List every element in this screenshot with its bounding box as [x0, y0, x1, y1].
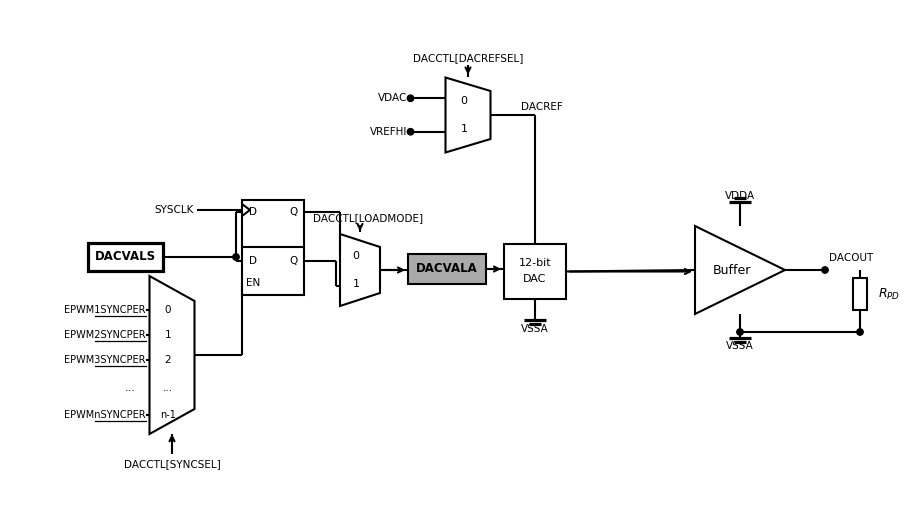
Text: $R_{PD}$: $R_{PD}$ — [878, 286, 900, 302]
Text: VSSA: VSSA — [726, 341, 754, 351]
Bar — [853, 278, 867, 310]
Text: VDAC: VDAC — [378, 93, 407, 103]
Text: 2: 2 — [165, 355, 171, 365]
Text: VSSA: VSSA — [521, 324, 549, 334]
Text: EPWM1SYNCPER: EPWM1SYNCPER — [64, 305, 145, 315]
Text: DACCTL[SYNCSEL]: DACCTL[SYNCSEL] — [124, 459, 220, 469]
Circle shape — [857, 329, 864, 335]
Circle shape — [407, 129, 414, 135]
Text: Q: Q — [289, 256, 297, 266]
Text: DACCTL[LOADMODE]: DACCTL[LOADMODE] — [313, 213, 423, 223]
Polygon shape — [695, 226, 785, 314]
Bar — [504, 244, 566, 299]
Text: 0: 0 — [165, 305, 171, 315]
Text: Buffer: Buffer — [713, 264, 751, 276]
Circle shape — [233, 254, 239, 260]
Text: D: D — [249, 256, 257, 266]
Text: 12-bit: 12-bit — [519, 259, 552, 268]
Text: VREFHI: VREFHI — [370, 127, 407, 137]
Text: 0: 0 — [353, 251, 359, 261]
Text: DACVALA: DACVALA — [416, 263, 478, 275]
Text: VDDA: VDDA — [725, 191, 755, 201]
Text: SYSCLK: SYSCLK — [155, 205, 194, 215]
Text: ...: ... — [125, 383, 136, 393]
Bar — [242, 200, 304, 295]
Text: 0: 0 — [461, 96, 467, 106]
Text: EPWMnSYNCPER: EPWMnSYNCPER — [64, 410, 145, 420]
Circle shape — [822, 267, 828, 273]
Polygon shape — [445, 77, 491, 153]
Polygon shape — [149, 276, 195, 434]
Text: Q: Q — [289, 207, 297, 217]
Text: EPWM2SYNCPER: EPWM2SYNCPER — [64, 330, 145, 340]
Text: DACCTL[DACREFSEL]: DACCTL[DACREFSEL] — [413, 53, 524, 63]
Text: D: D — [249, 207, 257, 217]
Polygon shape — [340, 234, 380, 306]
Text: 1: 1 — [461, 124, 467, 134]
Bar — [408, 254, 486, 284]
Circle shape — [407, 95, 414, 101]
Text: EN: EN — [245, 278, 260, 288]
Text: 1: 1 — [165, 330, 171, 340]
Text: EPWM3SYNCPER: EPWM3SYNCPER — [64, 355, 145, 365]
Bar — [88, 243, 163, 271]
Text: 1: 1 — [353, 279, 359, 289]
Text: ...: ... — [163, 383, 173, 393]
Text: DACREF: DACREF — [521, 102, 563, 112]
Text: DACVALS: DACVALS — [95, 250, 156, 264]
Text: DACOUT: DACOUT — [829, 253, 874, 263]
Circle shape — [737, 329, 744, 335]
Text: DAC: DAC — [524, 274, 546, 285]
Text: n-1: n-1 — [160, 410, 176, 420]
